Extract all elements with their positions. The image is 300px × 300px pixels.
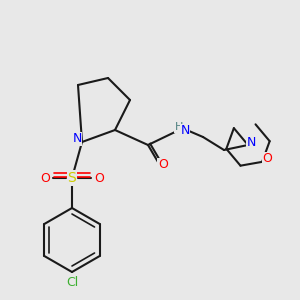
Text: O: O — [262, 152, 272, 165]
Text: N: N — [246, 136, 256, 148]
Text: O: O — [40, 172, 50, 184]
Text: N: N — [180, 124, 190, 137]
Text: S: S — [68, 171, 76, 185]
Text: O: O — [158, 158, 168, 172]
Text: Cl: Cl — [66, 275, 78, 289]
Text: N: N — [72, 133, 82, 146]
Text: O: O — [94, 172, 104, 184]
Text: H: H — [175, 122, 183, 132]
